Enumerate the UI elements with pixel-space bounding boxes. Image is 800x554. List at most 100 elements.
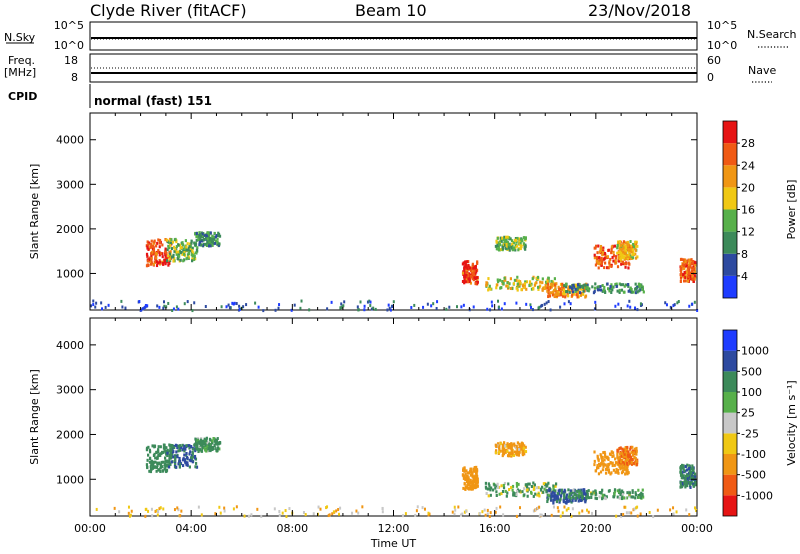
ground-scatter-cell <box>531 308 534 312</box>
scatter-cell <box>161 465 164 469</box>
scatter-cell <box>189 245 192 249</box>
scatter-cell <box>547 287 550 291</box>
scatter-cell <box>549 498 553 502</box>
scatter-cell <box>523 487 526 491</box>
scatter-cell <box>523 282 527 286</box>
scatter-cell <box>629 255 632 259</box>
scatter-cell <box>198 448 202 452</box>
scatter-cell <box>616 265 620 269</box>
scatter-cell <box>618 288 621 292</box>
scatter-cell <box>690 266 693 270</box>
scatter-cell <box>634 496 637 500</box>
scatter-cell <box>533 485 536 489</box>
scatter-cell <box>621 451 624 455</box>
scatter-cell <box>610 247 613 251</box>
scatter-cell <box>622 283 625 287</box>
scatter-cell <box>151 252 154 256</box>
scatter-cell <box>462 486 465 490</box>
scatter-cell <box>498 278 502 282</box>
scatter-cell <box>627 289 630 293</box>
scatter-cell <box>182 250 185 254</box>
scatter-cell <box>469 469 472 473</box>
ground-scatter-cell <box>381 510 384 514</box>
scatter-cell <box>510 442 513 446</box>
scatter-cell <box>186 444 190 448</box>
scatter-cell <box>565 495 568 499</box>
scatter-cell <box>597 458 600 462</box>
scatter-cell <box>628 455 631 459</box>
scatter-cell <box>179 258 182 262</box>
scatter-cell <box>634 245 637 249</box>
ground-scatter-cell <box>669 508 672 512</box>
scatter-cell <box>475 465 478 469</box>
scatter-cell <box>681 263 685 267</box>
scatter-cell <box>464 275 467 279</box>
scatter-cell <box>508 236 511 240</box>
scatter-cell <box>563 292 566 296</box>
scatter-cell <box>184 447 187 451</box>
scatter-cell <box>620 454 623 458</box>
scatter-cell <box>466 280 469 284</box>
scatter-cell <box>596 251 599 255</box>
scatter-cell <box>585 492 588 496</box>
scatter-cell <box>687 268 690 272</box>
scatter-cell <box>554 494 557 498</box>
scatter-cell <box>495 493 498 497</box>
scatter-cell <box>173 446 176 450</box>
scatter-cell <box>629 247 632 251</box>
scatter-cell <box>163 467 166 471</box>
scatter-cell <box>619 463 622 467</box>
scatter-cell <box>155 264 159 268</box>
ground-scatter-cell <box>636 505 639 509</box>
scatter-cell <box>208 443 211 447</box>
ground-scatter-cell <box>299 306 302 310</box>
scatter-cell <box>166 454 169 458</box>
scatter-cell <box>579 499 583 503</box>
scatter-cell <box>618 290 621 294</box>
scatter-cell <box>623 284 626 288</box>
scatter-cell <box>684 476 687 480</box>
scatter-cell <box>517 248 520 252</box>
scatter-cell <box>155 469 158 473</box>
scatter-cell <box>690 269 694 273</box>
scatter-cell <box>598 262 601 266</box>
scatter-cell <box>512 491 516 495</box>
scatter-cell <box>464 263 467 267</box>
ground-scatter-cell <box>639 302 642 306</box>
scatter-cell <box>159 260 162 264</box>
scatter-cell <box>463 469 466 473</box>
scatter-cell <box>161 261 164 265</box>
scatter-cell <box>569 285 572 289</box>
scatter-cell <box>183 458 187 462</box>
scatter-cell <box>494 244 498 248</box>
scatter-cell <box>641 287 644 291</box>
scatter-cell <box>463 266 466 270</box>
scatter-cell <box>694 482 697 486</box>
scatter-cell <box>550 495 553 499</box>
scatter-cell <box>147 242 150 246</box>
scatter-cell <box>617 256 620 260</box>
scatter-cell <box>686 259 689 263</box>
scatter-cell <box>630 256 633 260</box>
scatter-cell <box>556 497 560 501</box>
scatter-cell <box>159 445 162 449</box>
scatter-cell <box>185 463 188 467</box>
scatter-cell <box>519 244 522 248</box>
scatter-cell <box>576 288 579 292</box>
scatter-cell <box>152 241 155 245</box>
scatter-cell <box>194 232 197 236</box>
scatter-cell <box>637 493 640 497</box>
scatter-cell <box>171 240 175 244</box>
scatter-cell <box>602 451 605 455</box>
scatter-cell <box>502 452 505 456</box>
scatter-cell <box>684 479 687 483</box>
ground-scatter-cell <box>630 511 633 515</box>
scatter-cell <box>511 248 514 252</box>
ground-scatter-cell <box>337 512 340 516</box>
y-tick-label: 2000 <box>56 428 84 441</box>
ground-scatter-cell <box>331 512 334 516</box>
scatter-cell <box>206 242 209 246</box>
scatter-cell <box>504 489 507 493</box>
scatter-cell <box>679 268 682 272</box>
scatter-cell <box>191 249 194 253</box>
